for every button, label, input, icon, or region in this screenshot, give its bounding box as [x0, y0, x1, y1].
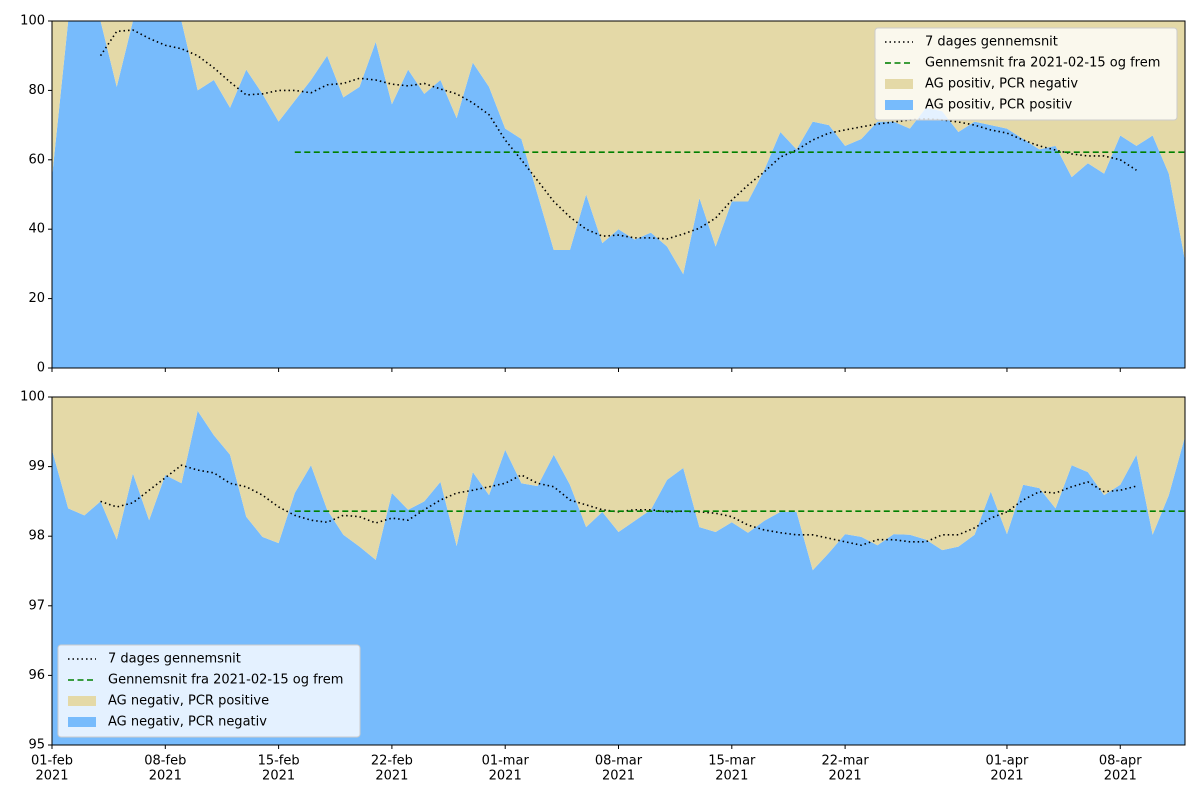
x-tick-label: 01-mar	[482, 754, 530, 769]
legend-label: 7 dages gennemsnit	[108, 652, 241, 667]
x-tick-label: 2021	[262, 769, 295, 784]
y-tick-label: 40	[28, 222, 45, 237]
y-tick-label: 99	[28, 459, 45, 474]
x-tick-label: 2021	[375, 769, 408, 784]
legend-label: AG positiv, PCR positiv	[925, 98, 1073, 113]
plot-area	[52, 397, 1185, 745]
x-tick-label: 2021	[715, 769, 748, 784]
legend-swatch	[885, 79, 913, 89]
legend-label: Gennemsnit fra 2021-02-15 og frem	[925, 56, 1160, 71]
x-tick-label: 01-feb	[31, 754, 73, 769]
y-tick-label: 20	[28, 291, 45, 306]
x-tick-label: 2021	[35, 769, 68, 784]
x-tick-label: 08-mar	[595, 754, 643, 769]
y-tick-label: 60	[28, 152, 45, 167]
x-tick-label: 15-feb	[258, 754, 300, 769]
x-tick-label: 01-apr	[986, 754, 1029, 769]
area	[52, 397, 1185, 571]
legend-swatch	[68, 717, 96, 727]
y-tick-label: 98	[28, 529, 45, 544]
x-tick-label: 2021	[602, 769, 635, 784]
x-tick-label: 2021	[829, 769, 862, 784]
legend-box	[874, 27, 1178, 121]
area	[52, 21, 1185, 368]
x-tick-label: 15-mar	[708, 754, 756, 769]
legend-swatch	[68, 696, 96, 706]
legend-label: AG negativ, PCR negativ	[108, 715, 267, 730]
x-tick-label: 2021	[489, 769, 522, 784]
y-tick-label: 100	[20, 390, 45, 405]
y-tick-label: 100	[20, 14, 45, 29]
x-tick-label: 08-apr	[1099, 754, 1142, 769]
y-tick-label: 95	[28, 738, 45, 753]
x-tick-label: 2021	[149, 769, 182, 784]
legend-label: AG positiv, PCR negativ	[925, 77, 1078, 92]
x-tick-label: 2021	[990, 769, 1023, 784]
legend-label: AG negativ, PCR positive	[108, 694, 269, 709]
x-tick-label: 22-feb	[371, 754, 413, 769]
y-tick-label: 97	[28, 598, 45, 613]
y-tick-label: 0	[37, 361, 45, 376]
y-tick-label: 96	[28, 668, 45, 683]
x-tick-label: 08-feb	[144, 754, 186, 769]
x-tick-label: 2021	[1104, 769, 1137, 784]
legend-label: Gennemsnit fra 2021-02-15 og frem	[108, 673, 343, 688]
y-tick-label: 80	[28, 83, 45, 98]
legend-box	[57, 644, 361, 738]
legend-swatch	[885, 100, 913, 110]
line	[99, 29, 1137, 240]
legend-label: 7 dages gennemsnit	[925, 35, 1058, 50]
x-tick-label: 22-mar	[821, 754, 869, 769]
